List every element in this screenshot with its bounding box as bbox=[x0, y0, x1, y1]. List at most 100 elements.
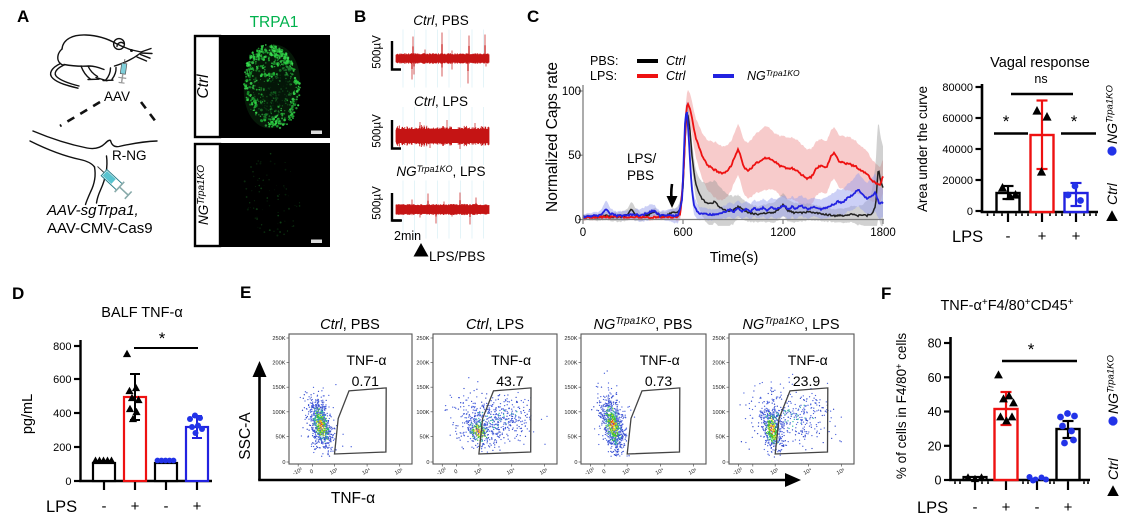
svg-text:50K: 50K bbox=[420, 434, 430, 440]
svg-text:10⁴: 10⁴ bbox=[361, 466, 372, 477]
svg-text:1800: 1800 bbox=[870, 227, 896, 239]
svg-text:+: + bbox=[1002, 499, 1011, 516]
svg-text:800: 800 bbox=[53, 341, 71, 353]
svg-text:0.71: 0.71 bbox=[352, 373, 379, 389]
svg-text:50K: 50K bbox=[716, 434, 726, 440]
svg-text:TNF-α: TNF-α bbox=[331, 490, 375, 507]
svg-text:150K: 150K bbox=[712, 385, 725, 391]
svg-text:*: * bbox=[1028, 340, 1035, 359]
svg-text:TNF-α: TNF-α bbox=[347, 352, 387, 368]
svg-text:-10³: -10³ bbox=[292, 467, 304, 477]
svg-text:+: + bbox=[1064, 499, 1073, 516]
svg-text:+: + bbox=[1072, 228, 1081, 245]
svg-text:LPS/: LPS/ bbox=[627, 151, 657, 166]
svg-text:0: 0 bbox=[750, 469, 756, 476]
svg-text:BALF TNF-α: BALF TNF-α bbox=[101, 305, 182, 321]
svg-text:0.73: 0.73 bbox=[645, 373, 672, 389]
svg-text:B: B bbox=[354, 7, 366, 26]
svg-text:500µV: 500µV bbox=[372, 35, 384, 69]
svg-text:400: 400 bbox=[53, 408, 71, 420]
svg-text:100: 100 bbox=[562, 86, 581, 98]
svg-text:10⁵: 10⁵ bbox=[687, 467, 698, 477]
svg-text:A: A bbox=[17, 7, 29, 26]
svg-text:-10³: -10³ bbox=[732, 467, 744, 477]
svg-text:LPS/PBS: LPS/PBS bbox=[429, 249, 485, 264]
svg-text:F: F bbox=[881, 284, 891, 303]
svg-text:40: 40 bbox=[928, 405, 942, 419]
svg-text:0: 0 bbox=[935, 474, 942, 488]
svg-text:NGTrpa1KO, LPS: NGTrpa1KO, LPS bbox=[396, 164, 485, 179]
svg-text:2min: 2min bbox=[394, 229, 421, 243]
svg-text:Ctrl, PBS: Ctrl, PBS bbox=[413, 13, 469, 28]
svg-text:200K: 200K bbox=[712, 361, 725, 367]
svg-text:200K: 200K bbox=[416, 361, 429, 367]
svg-text:*: * bbox=[159, 329, 166, 348]
svg-text:10⁵: 10⁵ bbox=[538, 467, 549, 477]
svg-text:0: 0 bbox=[575, 215, 581, 227]
svg-text:Time(s): Time(s) bbox=[710, 250, 759, 266]
svg-text:23.9: 23.9 bbox=[793, 373, 820, 389]
svg-text:0: 0 bbox=[282, 460, 285, 466]
svg-text:80000: 80000 bbox=[942, 82, 973, 94]
svg-text:% of cells in F4/80+ cells: % of cells in F4/80+ cells bbox=[894, 333, 909, 480]
svg-text:0: 0 bbox=[580, 227, 586, 239]
svg-text:200K: 200K bbox=[272, 361, 285, 367]
svg-text:250K: 250K bbox=[416, 336, 429, 342]
svg-text:500µV: 500µV bbox=[372, 186, 384, 220]
svg-text:250K: 250K bbox=[272, 336, 285, 342]
svg-text:Ctrl, LPS: Ctrl, LPS bbox=[414, 94, 468, 109]
svg-text:0: 0 bbox=[602, 469, 608, 476]
svg-text:100K: 100K bbox=[272, 410, 285, 416]
svg-text:0: 0 bbox=[453, 469, 459, 476]
svg-text:60000: 60000 bbox=[942, 113, 973, 125]
svg-text:50: 50 bbox=[568, 150, 581, 162]
svg-text:10³: 10³ bbox=[329, 468, 339, 477]
svg-text:LPS:: LPS: bbox=[590, 69, 617, 83]
svg-text:100K: 100K bbox=[564, 410, 577, 416]
svg-text:43.7: 43.7 bbox=[496, 373, 523, 389]
svg-text:-: - bbox=[102, 498, 107, 515]
svg-text:1200: 1200 bbox=[770, 227, 796, 239]
svg-text:10³: 10³ bbox=[770, 468, 780, 477]
svg-text:Ctrl, PBS: Ctrl, PBS bbox=[320, 317, 380, 333]
svg-text:0: 0 bbox=[967, 206, 973, 218]
svg-text:AAV: AAV bbox=[104, 89, 130, 104]
svg-text:Ctrl: Ctrl bbox=[1104, 182, 1120, 205]
svg-text:TNF-α: TNF-α bbox=[640, 352, 680, 368]
svg-text:10⁴: 10⁴ bbox=[802, 466, 813, 477]
svg-text:0: 0 bbox=[426, 460, 429, 466]
svg-text:+: + bbox=[1038, 228, 1047, 245]
svg-text:200: 200 bbox=[53, 442, 71, 454]
svg-text:*: * bbox=[1003, 112, 1010, 131]
svg-text:600: 600 bbox=[53, 374, 71, 386]
svg-text:TNF-α: TNF-α bbox=[788, 352, 828, 368]
svg-text:100K: 100K bbox=[416, 410, 429, 416]
svg-text:10⁵: 10⁵ bbox=[835, 467, 846, 477]
svg-text:+: + bbox=[131, 498, 140, 515]
svg-text:40000: 40000 bbox=[942, 144, 973, 156]
svg-text:Normalized Caps rate: Normalized Caps rate bbox=[544, 62, 561, 212]
svg-text:10³: 10³ bbox=[473, 468, 483, 477]
svg-text:100K: 100K bbox=[712, 410, 725, 416]
svg-text:50K: 50K bbox=[568, 434, 578, 440]
svg-text:10³: 10³ bbox=[622, 468, 632, 477]
svg-text:150K: 150K bbox=[564, 385, 577, 391]
svg-text:Ctrl: Ctrl bbox=[666, 54, 687, 68]
svg-text:LPS: LPS bbox=[46, 498, 77, 516]
svg-text:-10³: -10³ bbox=[584, 467, 596, 477]
svg-text:Area under the curve: Area under the curve bbox=[915, 86, 930, 212]
svg-text:600: 600 bbox=[673, 227, 692, 239]
svg-text:50K: 50K bbox=[276, 434, 286, 440]
svg-text:-: - bbox=[1006, 228, 1011, 245]
svg-text:Ctrl: Ctrl bbox=[666, 69, 687, 83]
svg-text:10⁴: 10⁴ bbox=[506, 466, 517, 477]
svg-text:80: 80 bbox=[928, 337, 942, 351]
svg-text:D: D bbox=[12, 284, 24, 303]
svg-text:0: 0 bbox=[65, 476, 71, 488]
svg-text:20000: 20000 bbox=[942, 175, 973, 187]
svg-text:Ctrl, LPS: Ctrl, LPS bbox=[466, 317, 524, 333]
svg-text:PBS: PBS bbox=[627, 168, 654, 183]
svg-text:+: + bbox=[193, 498, 202, 515]
svg-text:AAV-sgTrpa1,: AAV-sgTrpa1, bbox=[46, 202, 139, 219]
svg-text:150K: 150K bbox=[416, 385, 429, 391]
